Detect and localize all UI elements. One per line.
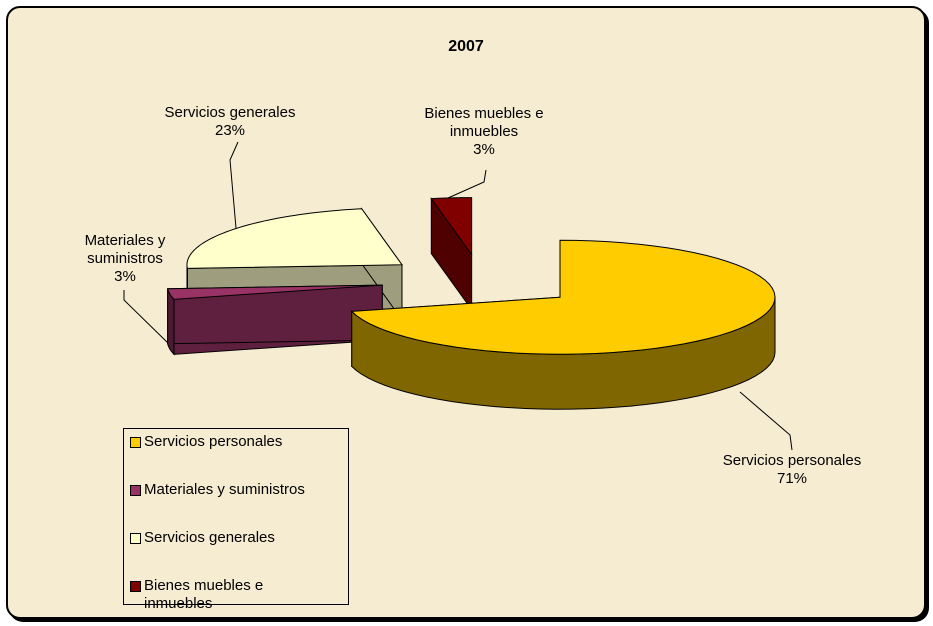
legend-item: Materiales y suministros bbox=[130, 481, 329, 499]
legend-swatch bbox=[130, 581, 141, 592]
legend-swatch bbox=[130, 437, 141, 448]
data-label-value: 3% bbox=[473, 141, 495, 158]
leader-line bbox=[123, 290, 171, 346]
legend-label: Servicios personales bbox=[144, 433, 283, 450]
legend-swatch bbox=[130, 485, 141, 496]
data-label-value: 71% bbox=[776, 470, 808, 487]
chart-title: 2007 bbox=[448, 38, 484, 55]
slice bbox=[167, 284, 383, 300]
slice bbox=[186, 208, 403, 269]
data-label-name: Servicios generales bbox=[164, 104, 296, 121]
data-label-value: 23% bbox=[214, 122, 246, 139]
data-label: Servicios generales 23% bbox=[150, 104, 310, 140]
data-label: Bienes muebles e inmuebles 3% bbox=[409, 105, 559, 159]
data-label-value: 3% bbox=[114, 268, 136, 285]
legend-label: Servicios generales bbox=[144, 529, 275, 546]
data-label-name: Servicios personales bbox=[722, 452, 862, 469]
data-label: Materiales y suministros 3% bbox=[70, 232, 180, 286]
leader-line bbox=[229, 141, 239, 229]
legend: Servicios personales Materiales y suminis… bbox=[123, 428, 349, 612]
legend-label: Materiales y suministros bbox=[144, 481, 305, 498]
slice bbox=[350, 239, 776, 355]
legend-item: Servicios generales bbox=[130, 529, 329, 547]
leader-line bbox=[739, 391, 793, 451]
data-label-name: Bienes muebles e inmuebles bbox=[424, 105, 544, 140]
legend-item: Servicios personales bbox=[130, 433, 329, 451]
data-label-name: Materiales y suministros bbox=[84, 232, 166, 267]
data-label: Servicios personales 71% bbox=[702, 452, 882, 488]
slice bbox=[430, 197, 473, 257]
leader-line bbox=[447, 169, 487, 199]
legend-swatch bbox=[130, 533, 141, 544]
legend-item: Bienes muebles e inmuebles bbox=[130, 577, 329, 613]
legend-label: Bienes muebles e inmuebles bbox=[144, 577, 264, 612]
